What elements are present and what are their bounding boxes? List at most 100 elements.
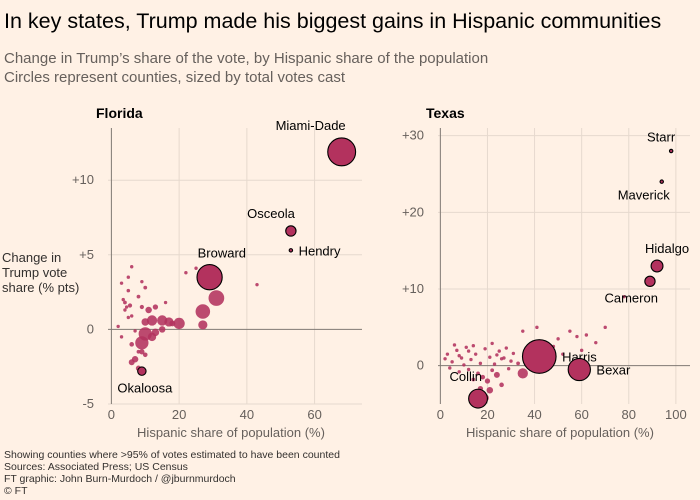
county-point xyxy=(499,357,504,361)
county-point xyxy=(119,335,124,339)
county-point xyxy=(123,308,127,312)
y-tick-label: +20 xyxy=(402,204,424,219)
county-point xyxy=(151,328,160,337)
county-label: Cameron xyxy=(604,290,657,305)
county-point xyxy=(490,341,494,346)
x-tick-label: 20 xyxy=(480,407,494,422)
county-label: Okaloosa xyxy=(117,380,173,395)
y-tick-label: +10 xyxy=(72,172,94,187)
county-point xyxy=(495,353,499,357)
county-point xyxy=(466,349,471,353)
county-point xyxy=(450,360,454,364)
county-point xyxy=(126,288,131,293)
x-axis-label: Hispanic share of population (%) xyxy=(466,425,654,440)
chart-title: In key states, Trump made his biggest ga… xyxy=(4,9,662,33)
county-point xyxy=(127,303,133,308)
county-point xyxy=(448,366,452,370)
highlighted-county-point xyxy=(285,225,297,237)
county-point xyxy=(497,349,501,353)
county-point xyxy=(136,349,141,354)
county-point xyxy=(184,271,188,275)
footer-note: Showing counties where >95% of votes est… xyxy=(4,449,340,461)
county-point xyxy=(556,337,560,341)
county-point xyxy=(504,346,508,350)
county-point xyxy=(143,285,148,290)
county-point xyxy=(561,352,565,356)
y-axis-label: Change in xyxy=(2,250,61,265)
county-point xyxy=(123,300,127,305)
county-point xyxy=(141,318,150,326)
y-tick-label: +5 xyxy=(79,247,94,262)
chart-subtitle-note: Circles represent counties, sized by tot… xyxy=(4,69,345,86)
county-point xyxy=(478,361,483,366)
county-point xyxy=(198,320,208,330)
county-point xyxy=(516,361,520,366)
county-point xyxy=(517,368,528,379)
x-tick-label: 0 xyxy=(437,407,444,422)
chart-panel-florida: Florida -5 0 +5 +10 0 20 40 60 Hispanic share of … xyxy=(72,105,362,440)
county-point xyxy=(195,304,211,319)
county-point xyxy=(457,370,461,374)
county-label: Maverick xyxy=(618,187,671,202)
county-point xyxy=(492,362,497,366)
footer-credit: FT graphic: John Burn-Murdoch / @jburnmu… xyxy=(4,473,236,485)
county-point xyxy=(163,300,168,305)
highlighted-county-point xyxy=(196,264,223,291)
panel-title: Florida xyxy=(96,105,143,121)
county-point xyxy=(471,344,476,348)
county-point xyxy=(473,352,478,356)
county-point xyxy=(130,265,134,269)
county-point xyxy=(499,382,504,388)
county-point xyxy=(152,304,159,310)
x-tick-label: 60 xyxy=(307,407,321,422)
county-point xyxy=(535,325,539,330)
county-point xyxy=(173,317,185,330)
county-point xyxy=(509,359,513,363)
county-point xyxy=(452,343,457,347)
county-point xyxy=(140,279,144,284)
county-point xyxy=(116,324,120,329)
county-point xyxy=(208,290,225,306)
county-point xyxy=(469,357,473,362)
chart-subtitle: Change in Trump’s share of the vote, by … xyxy=(4,50,489,67)
county-label: Starr xyxy=(647,129,676,144)
county-point xyxy=(194,266,198,270)
county-point xyxy=(484,378,491,384)
county-point xyxy=(139,349,145,355)
county-point xyxy=(480,374,486,380)
county-point xyxy=(603,325,607,330)
x-tick-label: 40 xyxy=(240,407,254,422)
highlighted-county-point xyxy=(288,248,294,253)
county-label: Hendry xyxy=(299,243,341,258)
chart-panel-texas: Texas 0 +10 +20 +30 0 20 40 60 80 100 Hispanic shar… xyxy=(402,105,690,440)
y-tick-label: 0 xyxy=(417,358,424,373)
x-tick-label: 40 xyxy=(527,407,541,422)
county-point xyxy=(255,282,259,287)
footer-sources: Sources: Associated Press; US Census xyxy=(4,461,188,473)
county-point xyxy=(466,367,471,372)
x-tick-label: 20 xyxy=(172,407,186,422)
y-tick-label: +30 xyxy=(402,128,424,143)
county-point xyxy=(121,297,125,302)
county-point xyxy=(488,355,492,359)
county-point xyxy=(142,352,148,358)
county-label: Collin xyxy=(450,369,483,384)
county-label: Osceola xyxy=(247,206,295,221)
county-point xyxy=(128,359,135,366)
county-point xyxy=(169,320,176,327)
county-point xyxy=(133,329,137,333)
county-label: Harris xyxy=(562,349,597,364)
county-point xyxy=(119,281,124,285)
county-point xyxy=(158,326,166,333)
highlighted-county-point xyxy=(567,357,591,382)
county-label: Bexar xyxy=(596,363,631,378)
highlighted-county-point xyxy=(327,137,357,167)
county-point xyxy=(486,386,494,394)
county-point xyxy=(457,354,461,358)
county-point xyxy=(464,345,468,349)
county-point xyxy=(139,304,144,310)
county-point xyxy=(594,340,598,345)
county-point xyxy=(568,329,572,333)
x-tick-label: 80 xyxy=(622,407,636,422)
county-point xyxy=(511,351,516,356)
